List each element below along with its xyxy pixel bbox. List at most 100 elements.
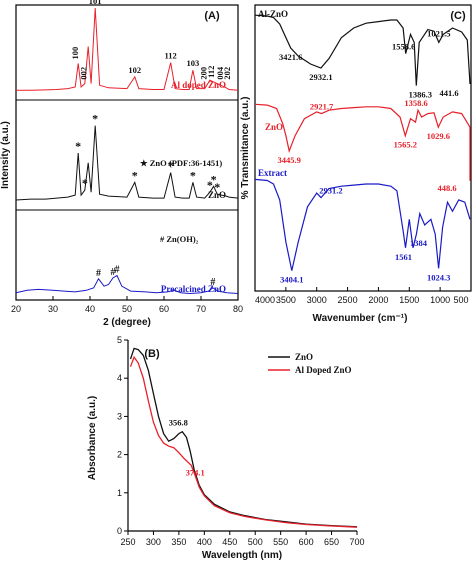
xrd-peak-label-202-9: 202 (222, 67, 232, 80)
xrd-x-tick-label-30: 30 (48, 304, 58, 314)
uvvis-y-tick-label-4: 4 (117, 373, 122, 383)
xrd-peak-label-002-1: 002 (78, 67, 88, 80)
ftir-x-tick-label-4000: 4000 (255, 295, 275, 305)
uvvis-legend-label-zno: ZnO (295, 352, 313, 362)
xrd-hash-marker-1: # (110, 267, 115, 278)
ftir-x-tick-label-2000: 2000 (368, 295, 388, 305)
ftir-x-tick-label-3500: 3500 (276, 295, 296, 305)
xrd-peak-label-100-0: 100 (70, 47, 80, 60)
xrd-star-marker-6: * (207, 178, 213, 192)
xrd-peak-label-101-2: 101 (89, 0, 102, 6)
uvvis-y-tick-label-3: 3 (117, 411, 122, 421)
uvvis-series-group (129, 347, 358, 528)
uvvis-y-tick-label-2: 2 (117, 450, 122, 460)
ftir-peak-label-zno-3445-9: 3445.9 (278, 155, 301, 165)
uvvis-x-tick-label-400: 400 (197, 537, 212, 547)
uvvis-legend-label-al-doped-zno: Al Doped ZnO (295, 365, 352, 375)
ftir-series-label-extract: Extract (258, 168, 287, 178)
xrd-zno-legend: ★ ZnO (PDF:36-1451) (140, 158, 222, 168)
xrd-x-tick-label-40: 40 (85, 304, 95, 314)
xrd-x-tick-label-70: 70 (196, 304, 206, 314)
ftir-peak-label-extract-1384: 1384 (410, 238, 428, 248)
ftir-series-label-zno: ZnO (265, 122, 283, 132)
uvvis-x-tick-label-650: 650 (324, 537, 339, 547)
xrd-panel: (A) Al doped ZnO ZnO Precalcined ZnO 100 002… (0, 0, 243, 328)
ftir-peak-label-al-zno-1386-3: 1386.3 (409, 90, 432, 100)
ftir-panel: (C) Al-ZnO ZnO Extract 3421.6 2932.1 1558.6 13… (240, 4, 472, 324)
uvvis-x-tick-label-550: 550 (273, 537, 288, 547)
xrd-x-tick-label-80: 80 (233, 304, 243, 314)
xrd-x-ticks: 20 30 40 50 60 70 80 (11, 296, 243, 314)
ftir-series-line-al-zno (254, 14, 471, 86)
ftir-series-line-zno (254, 103, 471, 181)
uvvis-x-tick-label-350: 350 (171, 537, 186, 547)
ftir-peak-label-extract-1561: 1561 (395, 252, 412, 262)
uvvis-series-line-al-doped-zno (129, 355, 358, 528)
xrd-annotations: Al doped ZnO ZnO Precalcined ZnO 100 002 101 1… (70, 0, 232, 294)
uvvis-y-tick-label-5: 5 (117, 335, 122, 345)
ftir-peak-label-al-zno-2932-1: 2932.1 (309, 72, 332, 82)
uvvis-annotations: 356.8 374.1 (169, 418, 205, 478)
ftir-y-axis-title: % Transmitance (a.u.) (240, 97, 251, 200)
xrd-star-marker-2: * (92, 112, 98, 126)
xrd-peak-label-112-7: 112 (206, 66, 216, 78)
uvvis-y-tick-label-0: 0 (117, 526, 122, 536)
uvvis-panel-label: (B) (144, 348, 160, 360)
ftir-peak-label-al-zno-1021-5: 1021.5 (427, 28, 450, 38)
xrd-series-line-precalcined-zno (15, 274, 239, 295)
ftir-peak-label-al-zno-3421-6: 3421.6 (279, 52, 302, 62)
ftir-peak-label-extract-3404-1: 3404.1 (280, 275, 303, 285)
uvvis-ticks: 250 300 350 400 450 500 550 600 650 700 0 1 2 3 4 5 (117, 335, 365, 547)
ftir-x-axis-title: Wavenumber (cm⁻¹) (313, 313, 408, 324)
uvvis-y-tick-label-1: 1 (117, 488, 122, 498)
ftir-peak-label-zno-2921-7: 2921.7 (310, 102, 334, 112)
uvvis-x-axis-title: Wavelength (nm) (202, 550, 282, 561)
ftir-peak-label-al-zno-441-6: 441.6 (439, 88, 458, 98)
ftir-peak-label-al-zno-1558-6: 1558.6 (392, 42, 415, 52)
uvvis-x-tick-label-500: 500 (248, 537, 263, 547)
xrd-star-marker-8: * (214, 180, 220, 194)
xrd-star-marker-7: * (211, 172, 217, 186)
ftir-peak-label-zno-1565-2: 1565.2 (394, 140, 417, 150)
uvvis-peak-label-zno: 356.8 (169, 418, 188, 428)
xrd-star-marker-0: * (75, 139, 81, 153)
ftir-series-line-extract (254, 178, 471, 271)
ftir-peak-label-extract-2931-2: 2931.2 (319, 186, 342, 196)
xrd-series-group (15, 7, 239, 295)
xrd-plot-frame (15, 4, 239, 301)
xrd-peak-label-102-3: 102 (128, 65, 141, 75)
xrd-star-marker-5: * (190, 168, 196, 182)
ftir-peak-label-zno-1029-6: 1029.6 (427, 131, 450, 141)
uvvis-y-axis-title: Absorbance (a.u.) (87, 396, 98, 480)
ftir-panel-label: (C) (450, 10, 466, 22)
ftir-peak-label-extract-1024-3: 1024.3 (427, 272, 450, 282)
xrd-star-marker-1: * (82, 176, 88, 190)
ftir-peak-label-zno-448-6: 448.6 (437, 183, 456, 193)
uvvis-x-tick-label-600: 600 (299, 537, 314, 547)
xrd-series-line-zno (15, 125, 239, 201)
xrd-peak-label-004-8: 004 (215, 66, 225, 80)
uvvis-x-tick-label-450: 450 (222, 537, 237, 547)
uvvis-x-tick-label-700: 700 (349, 537, 364, 547)
xrd-x-tick-label-50: 50 (122, 304, 132, 314)
xrd-series-label-precalcined-zno: Precalcined ZnO (161, 284, 226, 294)
xrd-series-label-al-doped-zno: Al doped ZnO (171, 80, 226, 90)
xrd-y-axis-title: Intensity (a.u.) (0, 121, 11, 189)
xrd-peak-label-112-4: 112 (165, 51, 177, 61)
uvvis-x-tick-label-250: 250 (120, 537, 135, 547)
ftir-x-tick-label-3000: 3000 (307, 295, 327, 305)
xrd-x-tick-label-60: 60 (159, 304, 169, 314)
ftir-x-tick-label-1000: 1000 (430, 295, 450, 305)
ftir-plot-frame (254, 4, 472, 292)
xrd-hash-marker-0: # (96, 268, 101, 279)
xrd-x-axis-title: 2 (degree) (103, 317, 151, 328)
ftir-x-tick-label-2500: 2500 (338, 295, 358, 305)
xrd-series-line-al-doped-zno (16, 7, 239, 91)
ftir-peak-label-zno-1358-6: 1358.6 (404, 98, 427, 108)
uvvis-legend: ZnO Al Doped ZnO (268, 352, 352, 375)
ftir-x-tick-label-500: 500 (453, 295, 468, 305)
xrd-peak-label-103-5: 103 (186, 58, 199, 68)
xrd-zn-oh-legend: # Zn(OH)₂ (160, 234, 199, 244)
ftir-x-tick-label-1500: 1500 (399, 295, 419, 305)
